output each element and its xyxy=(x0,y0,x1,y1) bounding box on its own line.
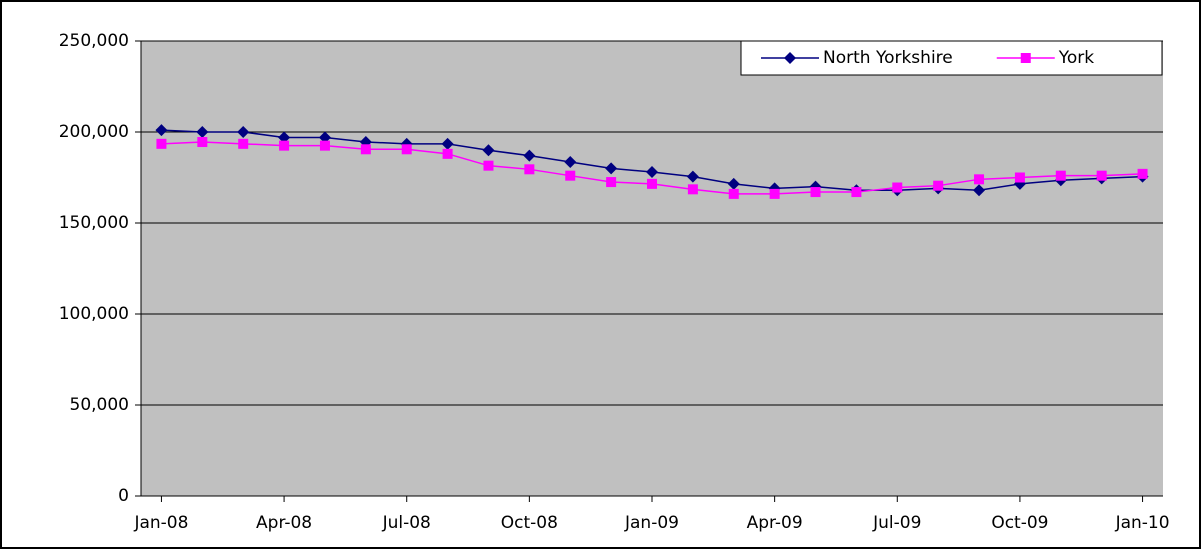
data-point xyxy=(196,126,209,138)
data-point xyxy=(360,144,371,155)
data-point xyxy=(810,187,821,198)
legend-marker xyxy=(784,52,796,64)
x-tick-label: Jul-09 xyxy=(872,513,921,533)
y-tick-label: 50,000 xyxy=(70,395,129,415)
data-point xyxy=(933,180,944,191)
legend-marker xyxy=(1020,53,1031,63)
data-point xyxy=(606,177,617,188)
data-point xyxy=(524,164,535,175)
data-point xyxy=(1055,170,1066,181)
y-tick-label: 200,000 xyxy=(59,122,129,142)
data-point xyxy=(1096,170,1107,181)
data-point xyxy=(769,188,780,199)
data-point xyxy=(605,162,618,175)
x-tick-label: Apr-08 xyxy=(256,513,312,533)
data-point xyxy=(155,124,168,137)
x-tick-label: Oct-08 xyxy=(501,513,558,533)
data-point xyxy=(482,144,495,157)
data-point xyxy=(279,140,290,151)
data-point xyxy=(1137,168,1148,179)
data-point xyxy=(442,148,453,159)
x-tick-label: Jul-08 xyxy=(382,513,431,533)
data-point xyxy=(1014,172,1025,183)
data-point xyxy=(319,140,330,151)
data-point xyxy=(197,137,208,148)
data-point xyxy=(647,178,657,189)
data-point xyxy=(238,138,249,149)
data-point xyxy=(727,177,740,190)
y-tick-label: 250,000 xyxy=(59,31,129,51)
data-point xyxy=(564,156,577,169)
data-point xyxy=(646,166,658,179)
legend-label: North Yorkshire xyxy=(823,48,953,68)
x-tick-label: Jan-09 xyxy=(624,513,679,533)
data-point xyxy=(318,131,331,144)
data-point xyxy=(851,187,862,198)
x-tick-label: Jan-10 xyxy=(1115,513,1170,533)
data-point xyxy=(523,149,536,162)
data-point xyxy=(441,137,454,150)
data-point xyxy=(974,174,985,185)
data-point xyxy=(483,160,494,171)
x-tick-label: Apr-09 xyxy=(747,513,803,533)
plot-area xyxy=(141,41,1163,496)
data-point xyxy=(156,138,167,149)
y-tick-label: 0 xyxy=(118,486,129,506)
y-tick-label: 150,000 xyxy=(59,213,129,233)
data-point xyxy=(892,182,903,193)
y-tick-label: 100,000 xyxy=(59,304,129,324)
x-tick-label: Oct-09 xyxy=(991,513,1048,533)
data-point xyxy=(278,131,291,144)
data-point xyxy=(973,184,986,197)
x-tick-label: Jan-08 xyxy=(133,513,188,533)
data-point xyxy=(687,184,698,195)
data-point xyxy=(728,188,739,199)
data-point xyxy=(237,126,250,138)
data-point xyxy=(401,144,412,155)
data-point xyxy=(686,170,699,183)
legend-label: York xyxy=(1058,48,1095,68)
data-point xyxy=(565,170,576,181)
